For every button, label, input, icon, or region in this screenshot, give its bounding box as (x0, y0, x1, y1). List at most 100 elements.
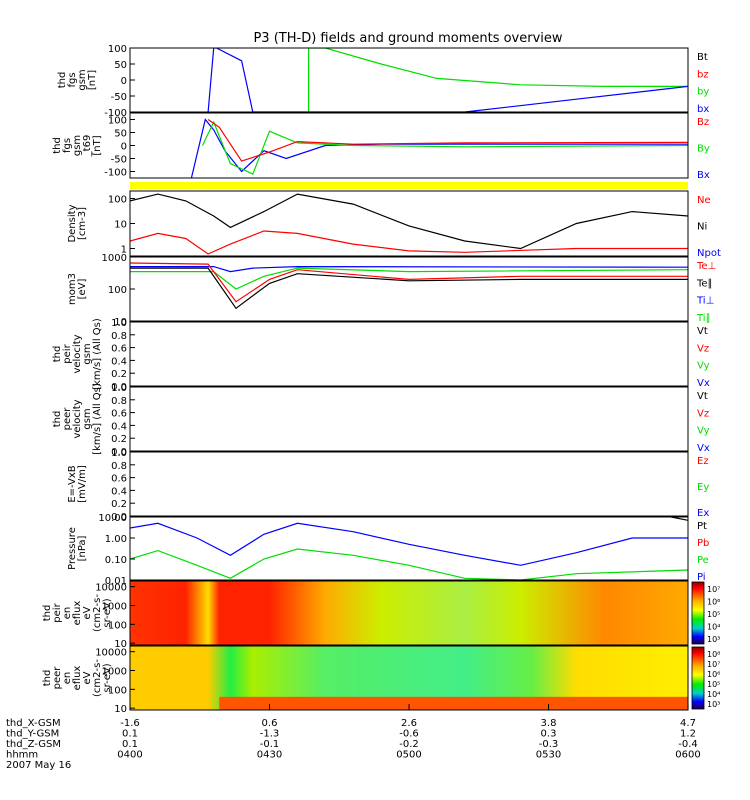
legend-Bx: Bx (697, 170, 710, 181)
legend-Vt: Vt (697, 326, 708, 337)
legend-Vt: Vt (697, 391, 708, 402)
y-axis-label-line: Pressure (67, 527, 78, 570)
footer-value: 0600 (675, 750, 700, 761)
y-axis-label-line: mom3 (67, 273, 78, 305)
footer-date: 2007 May 16 (6, 760, 71, 771)
y-tick-label: -100 (104, 108, 127, 119)
footer-value: 2.6 (401, 718, 417, 729)
panel-frame (129, 580, 689, 646)
y-axis-label-line: E=-VxB (67, 465, 78, 502)
series-By (201, 120, 688, 175)
colorbar-tick-label: 10⁴ (707, 690, 720, 699)
legend-Pb: Pb (697, 538, 709, 549)
y-axis-label-line: [eV] (77, 279, 88, 300)
spectrogram-low-band (219, 696, 688, 710)
colorbar-tick-label: 10⁶ (707, 670, 720, 679)
footer-row-label: hhmm (6, 750, 38, 761)
series-Te∥ (130, 267, 688, 310)
y-tick-label: 0.8 (111, 331, 127, 342)
footer-value: 0.3 (541, 729, 557, 740)
y-axis-label-line: peer (62, 407, 73, 431)
y-axis-label-line: [nT] (87, 70, 98, 90)
y-axis-label-line: thd (52, 411, 63, 428)
y-tick-label: 1.0 (111, 318, 127, 329)
y-axis-label-line: fgs (67, 72, 78, 87)
series-Te⊥ (130, 262, 688, 303)
y-tick-label: 0.0 (111, 382, 127, 393)
y-axis-label-line: peir (52, 602, 63, 622)
y-axis-label: Density[cm-3] (67, 204, 88, 242)
series-Bz (207, 119, 688, 162)
y-tick-label: 10000 (95, 583, 127, 594)
y-axis-label-line: en (62, 607, 73, 620)
series-Pi (130, 522, 688, 566)
y-tick-label: 100 (108, 116, 127, 127)
panel-peir-vel: 1.0 0.8 0.60.4 0.2 0.0 thdpeirvelocitygsm[km/… (52, 318, 710, 393)
colorbar (691, 646, 705, 710)
y-axis-label-line: [mV/m] (77, 465, 88, 503)
panel-frame (129, 516, 689, 581)
y-axis-label: thdpeirvelocitygsm[km/s] (All Qs) (52, 318, 103, 390)
series-Ni (130, 193, 688, 250)
panels: 100500-50-100thdfgsgsm[nT]Btbzbybx100500… (42, 44, 721, 715)
y-axis-label: mom3[eV] (67, 273, 88, 305)
series-by (308, 48, 688, 112)
footer-value: 1.2 (680, 729, 696, 740)
y-tick-label: 0.2 (111, 369, 127, 380)
panel-fgs: 100 50 0 -50 -100 thdfgsgsm[nT] Bt bz by bx (57, 44, 709, 119)
legend-Bz: Bz (697, 117, 709, 128)
y-axis-label-line: eV (82, 606, 93, 619)
colorbar-tick-label: 10⁴ (707, 623, 720, 632)
y-tick-label: 100 (108, 285, 127, 296)
panel-frame (129, 321, 689, 387)
footer-row-label: thd_Y-GSM (6, 729, 59, 740)
y-axis-label-line: _t69 (82, 135, 93, 158)
y-tick-label: 100 (108, 44, 127, 55)
y-tick-label: 0.6 (111, 474, 127, 485)
footer-value: -0.2 (399, 739, 419, 750)
y-tick-label: 10 (114, 704, 127, 715)
y-axis-label-line: [km/s] (All Qs) (92, 383, 103, 455)
colorbar-tick-label: 10⁵ (707, 680, 720, 689)
y-tick-label: 50 (114, 60, 127, 71)
flag-bar (130, 182, 688, 189)
legend-Vx: Vx (697, 443, 710, 454)
footer-value: 0.1 (122, 739, 138, 750)
y-axis-label-line: eV (82, 671, 93, 684)
y-axis-label: Pressure[nPa] (67, 527, 88, 570)
y-tick-label: 0.01 (105, 576, 127, 587)
footer-value: 4.7 (680, 718, 696, 729)
footer-value: 0400 (117, 750, 142, 761)
footer-value: -0.3 (539, 739, 559, 750)
y-axis-label-line: thd (52, 346, 63, 363)
y-tick-label: 1000 (102, 602, 127, 613)
y-tick-label: 1000 (102, 667, 127, 678)
legend-Te∥: Te∥ (696, 278, 713, 289)
y-tick-label: 10000 (95, 648, 127, 659)
y-axis-label-line: gsm (77, 69, 88, 90)
y-tick-label: 0.6 (111, 344, 127, 355)
series-Ti⊥ (130, 265, 688, 273)
legend-Ex: Ex (697, 508, 709, 519)
y-axis-label-line: sr-eV) (102, 663, 113, 692)
y-tick-label: 0.0 (111, 512, 127, 523)
legend-by: by (697, 87, 709, 98)
y-axis-label-line: [cm-3] (77, 207, 88, 240)
y-axis-label-line: [km/s] (All Qs) (92, 318, 103, 390)
legend-Pe: Pe (697, 555, 709, 566)
y-tick-label: 100 (108, 685, 127, 696)
y-axis-label: thdpeerenefluxeV(cm2-s-sr-eV) (42, 659, 113, 697)
legend-bz: bz (697, 69, 709, 80)
y-axis-label-line: peir (62, 343, 73, 363)
footer-value: 0.6 (262, 718, 278, 729)
y-axis-label-line: thd (42, 605, 53, 622)
footer-value: -0.4 (678, 739, 698, 750)
footer-value: 3.8 (541, 718, 557, 729)
series-Pt (671, 517, 688, 521)
footer-value: 0530 (536, 750, 561, 761)
y-tick-label: -50 (111, 92, 127, 103)
y-tick-label: 0.6 (111, 409, 127, 420)
y-tick-label: 0.4 (111, 421, 127, 432)
y-tick-label: 0.4 (111, 486, 127, 497)
